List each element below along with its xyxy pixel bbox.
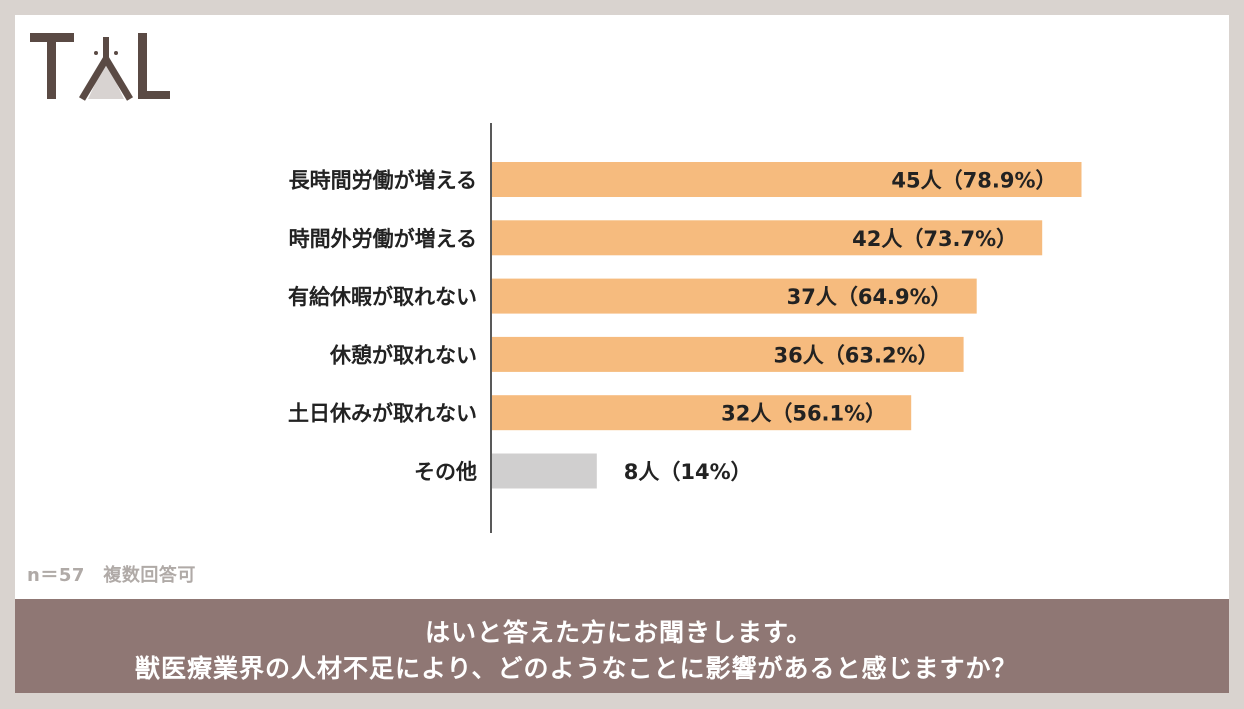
bars-group: 長時間労働が増える 45人（78.9%） 時間外労働が増える 42人（73.7%） 有給… — [288, 162, 1082, 489]
bar-chart: 長時間労働が増える 45人（78.9%） 時間外労働が増える 42人（73.7%） 有給… — [288, 123, 1082, 533]
bar-1 — [492, 162, 1082, 197]
logo-a-dot-left — [94, 51, 98, 55]
logo-l-stem — [138, 33, 147, 99]
value-label-3: 37人（64.9%） — [787, 285, 952, 309]
value-label-2: 42人（73.7%） — [852, 227, 1017, 251]
value-label-1: 45人（78.9%） — [891, 169, 1056, 193]
slide-frame: 長時間労働が増える 45人（78.9%） 時間外労働が増える 42人（73.7%） 有給… — [15, 15, 1229, 693]
category-label-2: 時間外労働が増える — [289, 227, 477, 251]
value-label-5: 32人（56.1%） — [721, 402, 886, 426]
sample-note: n＝57 複数回答可 — [27, 565, 196, 586]
category-label-4: 休憩が取れない — [329, 343, 477, 367]
banner-line-1: はいと答えた方にお聞きします。 — [425, 618, 813, 647]
value-label-6: 8人（14%） — [624, 460, 752, 484]
logo-a-stem — [103, 37, 109, 61]
banner-line-2: 獣医療業界の人材不足により、どのようなことに影響があると感じますか？ — [135, 654, 1018, 683]
logo-a-right — [102, 57, 134, 101]
logo-t-stem — [47, 33, 56, 99]
bar-4 — [492, 336, 964, 372]
category-label-1: 長時間労働が増える — [289, 169, 477, 193]
category-label-5: 土日休みが取れない — [288, 402, 477, 426]
logo-l-foot — [138, 91, 170, 99]
bar-6 — [492, 453, 597, 489]
logo-a-dot-right — [114, 51, 118, 55]
bar-2 — [492, 220, 1043, 256]
logo-a-left — [78, 57, 110, 101]
value-label-4: 36人（63.2%） — [774, 343, 939, 367]
bar-5 — [492, 395, 912, 431]
logo-a-fill — [88, 61, 124, 99]
bar-3 — [492, 278, 977, 314]
question-banner: はいと答えた方にお聞きします。 獣医療業界の人材不足により、どのようなことに影響… — [15, 599, 1229, 693]
category-label-6: その他 — [414, 460, 477, 484]
tal-logo — [30, 33, 170, 101]
category-label-3: 有給休暇が取れない — [288, 285, 477, 309]
